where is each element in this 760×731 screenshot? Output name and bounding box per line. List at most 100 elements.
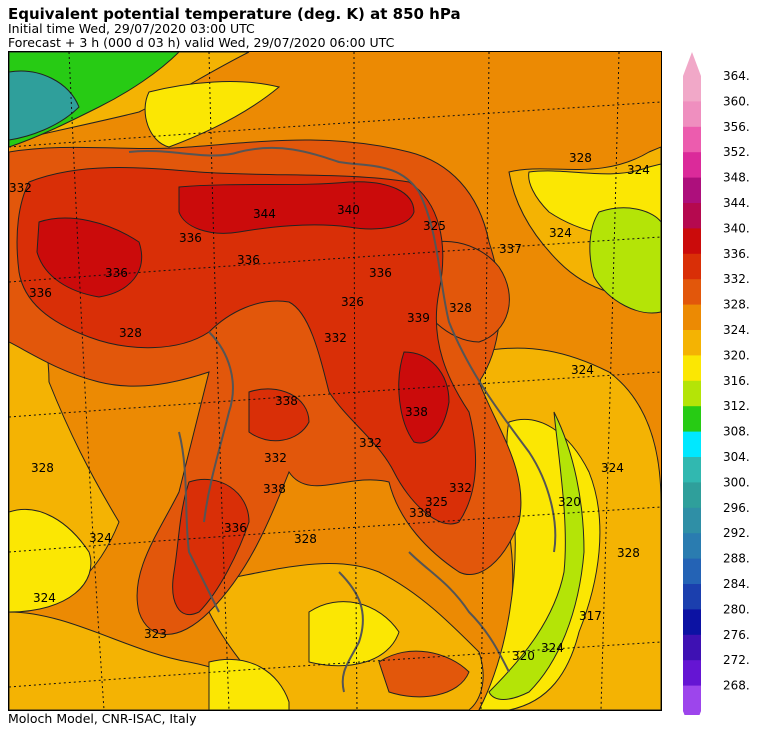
colorbar-swatch xyxy=(683,101,701,128)
contour-label: 332 xyxy=(9,181,32,195)
contour-label: 337 xyxy=(499,242,522,256)
colorbar-tick-label: 316. xyxy=(723,374,750,388)
map-title: Equivalent potential temperature (deg. K… xyxy=(8,5,461,23)
colorbar-tick-label: 328. xyxy=(723,298,750,312)
colorbar-top-arrow xyxy=(683,52,701,76)
contour-label: 340 xyxy=(337,203,360,217)
temperature-map: 336 344 340 325 337 328 324 332 336 336 … xyxy=(9,52,661,710)
band-336-center xyxy=(248,388,310,442)
contour-label: 332 xyxy=(359,436,382,450)
colorbar: 364. 360. 356. 352. 348. 344. 340. 336. 332. 328.… xyxy=(679,50,759,731)
band-332-south xyxy=(378,650,470,698)
contour-label: 328 xyxy=(31,461,54,475)
band-316-east xyxy=(488,411,585,700)
forecast-validity-label: Forecast + 3 h (000 d 03 h) valid Wed, 2… xyxy=(8,35,395,50)
band-320-south xyxy=(308,601,400,667)
contour-label: 328 xyxy=(569,151,592,165)
band-300-nw xyxy=(9,70,80,141)
colorbar-swatch xyxy=(683,253,701,280)
colorbar-swatch xyxy=(683,126,701,153)
contour-label: 324 xyxy=(571,363,594,377)
graticule xyxy=(9,52,661,710)
contour-label: 320 xyxy=(512,649,535,663)
colorbar-bottom-arrow xyxy=(683,711,701,731)
contour-label: 338 xyxy=(405,405,428,419)
colorbar-swatch xyxy=(683,355,701,382)
colorbar-swatch xyxy=(683,228,701,255)
colorbar-swatch xyxy=(683,660,701,687)
band-320-north xyxy=(144,81,281,148)
colorbar-swatch xyxy=(683,406,701,433)
contour-label: 324 xyxy=(601,461,624,475)
contour-label: 344 xyxy=(253,207,276,221)
colorbar-tick-label: 332. xyxy=(723,272,750,286)
colorbar-tick-label: 364. xyxy=(723,69,750,83)
contour-label: 325 xyxy=(423,219,446,233)
coastline-borders xyxy=(128,146,557,613)
contour-label: 324 xyxy=(541,641,564,655)
colorbar-swatch xyxy=(683,380,701,407)
colorbar-swatch xyxy=(683,431,701,458)
coastline-south xyxy=(338,551,510,693)
contour-label: 328 xyxy=(294,532,317,546)
colorbar-tick-label: 276. xyxy=(723,628,750,642)
contour-label: 328 xyxy=(617,546,640,560)
map-panel: 336 344 340 325 337 328 324 332 336 336 … xyxy=(8,51,662,711)
contour-label: 328 xyxy=(119,326,142,340)
contour-label: 336 xyxy=(224,521,247,535)
model-credit: Moloch Model, CNR-ISAC, Italy xyxy=(8,711,197,726)
colorbar-tick-label: 340. xyxy=(723,221,750,235)
contour-label: 336 xyxy=(237,253,260,267)
contour-label: 324 xyxy=(33,591,56,605)
band-340 xyxy=(178,181,415,234)
colorbar-swatch xyxy=(683,685,701,712)
colorbar-swatch xyxy=(683,330,701,356)
band-340-center xyxy=(398,351,450,444)
colorbar-tick-label: 308. xyxy=(723,425,750,439)
colorbar-tick-label: 352. xyxy=(723,145,750,159)
colorbar-swatch xyxy=(683,533,701,560)
contour-label: 328 xyxy=(449,301,472,315)
colorbar-tick-label: 320. xyxy=(723,348,750,362)
contour-label: 320 xyxy=(558,495,581,509)
colorbar-tick-label: 336. xyxy=(723,247,750,261)
contour-label: 332 xyxy=(449,481,472,495)
contour-label: 338 xyxy=(263,482,286,496)
colorbar-swatch xyxy=(683,482,701,509)
colorbar-tick-label: 272. xyxy=(723,653,750,667)
colorbar-swatch xyxy=(683,76,701,102)
contour-label: 332 xyxy=(324,331,347,345)
colorbar-swatch xyxy=(683,584,701,610)
colorbar-tick-label: 324. xyxy=(723,323,750,337)
contour-labels: 336 344 340 325 337 328 324 332 336 336 … xyxy=(9,151,650,663)
colorbar-swatch xyxy=(683,152,701,179)
contour-label: 323 xyxy=(144,627,167,641)
colorbar-tick-label: 304. xyxy=(723,450,750,464)
contour-label: 332 xyxy=(264,451,287,465)
band-320-west xyxy=(9,508,92,613)
colorbar-tick-label: 360. xyxy=(723,94,750,108)
contour-label: 325 xyxy=(425,495,448,509)
colorbar-swatch xyxy=(683,609,701,636)
colorbar-swatch xyxy=(683,507,701,534)
colorbar-tick-label: 284. xyxy=(723,577,750,591)
colorbar-tick-label: 300. xyxy=(723,475,750,489)
initial-time-label: Initial time Wed, 29/07/2020 03:00 UTC xyxy=(8,21,255,36)
colorbar-tick-label: 288. xyxy=(723,552,750,566)
contour-label: 336 xyxy=(369,266,392,280)
band-316-ne xyxy=(589,207,661,314)
colorbar-swatch xyxy=(683,457,701,483)
colorbar-tick-label: 292. xyxy=(723,526,750,540)
colorbar-swatch xyxy=(683,203,701,229)
colorbar-tick-label: 344. xyxy=(723,196,750,210)
colorbar-tick-label: 312. xyxy=(723,399,750,413)
colorbar-tick-label: 296. xyxy=(723,501,750,515)
colorbar-tick-label: 268. xyxy=(723,679,750,693)
colorbar-tick-label: 356. xyxy=(723,120,750,134)
colorbar-tick-label: 348. xyxy=(723,171,750,185)
contour-label: 336 xyxy=(179,231,202,245)
contour-label: 338 xyxy=(275,394,298,408)
contour-label: 317 xyxy=(579,609,602,623)
contour-label: 324 xyxy=(89,531,112,545)
contour-label: 338 xyxy=(409,506,432,520)
